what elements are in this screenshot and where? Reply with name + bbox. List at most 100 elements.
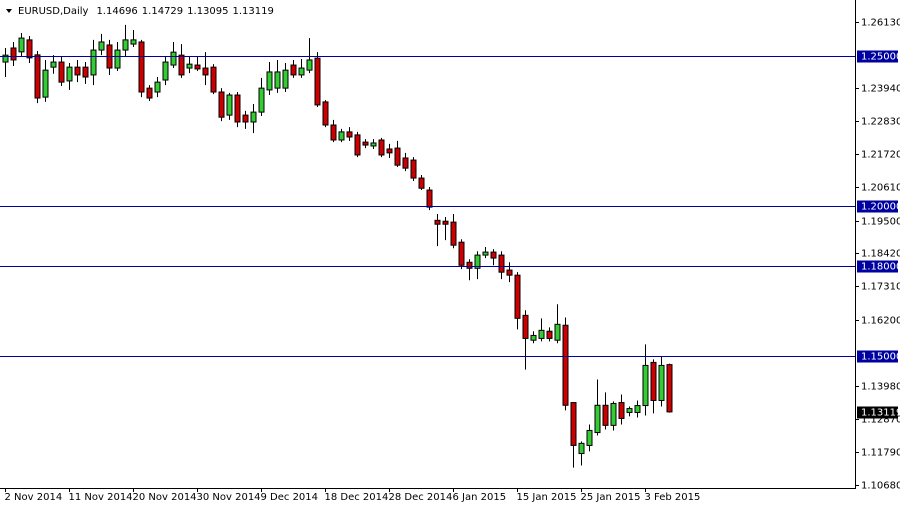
- candle-body: [74, 66, 81, 76]
- candle-body: [346, 131, 353, 138]
- candle-body: [498, 254, 505, 273]
- candle-body: [306, 59, 313, 71]
- candle-body: [394, 147, 401, 166]
- x-tick-label: 2 Nov 2014: [5, 492, 63, 503]
- candle-body: [186, 63, 193, 69]
- level-label-box: [857, 200, 898, 213]
- candle-body: [578, 442, 585, 455]
- candle-body: [122, 39, 129, 51]
- y-tick-label: 1.17310: [861, 282, 900, 293]
- x-tick-label: 15 Jan 2015: [517, 492, 577, 503]
- current-price-box: [857, 406, 898, 419]
- candle-body: [10, 47, 17, 61]
- candle-body: [586, 429, 593, 446]
- y-tick-label: 1.11790: [861, 448, 900, 459]
- candle-body: [138, 41, 145, 93]
- candle-body: [266, 71, 273, 91]
- candle-body: [98, 41, 105, 51]
- y-tick-label: 1.16200: [861, 316, 900, 327]
- candle-body: [82, 66, 89, 78]
- candle-body: [314, 57, 321, 106]
- candle-body: [42, 69, 49, 98]
- candle-body: [562, 324, 569, 406]
- ohlc-open: 1.14696: [96, 6, 137, 17]
- candle-body: [210, 66, 217, 93]
- candle-body: [642, 364, 649, 407]
- candle-body: [370, 142, 377, 147]
- x-tick-label: 28 Dec 2014: [389, 492, 453, 503]
- candle-body: [418, 177, 425, 189]
- candle-body: [250, 111, 257, 123]
- candle-body: [290, 64, 297, 76]
- candle-body: [514, 274, 521, 319]
- candle-body: [466, 261, 473, 269]
- candle-body: [570, 402, 577, 446]
- candle-body: [234, 94, 241, 123]
- symbol: EURUSD,Daily: [18, 6, 89, 17]
- candle-body: [434, 219, 441, 225]
- candle-body: [442, 220, 449, 225]
- candle-body: [282, 69, 289, 89]
- candle-body: [242, 114, 249, 123]
- candle-body: [162, 61, 169, 81]
- candle-body: [218, 91, 225, 118]
- chart-header: EURUSD,Daily 1.14696 1.14729 1.13095 1.13119: [18, 6, 274, 17]
- candle-body: [530, 334, 537, 341]
- y-tick-label: 1.21720: [861, 150, 900, 161]
- candle-body: [506, 269, 513, 276]
- candle-body: [482, 251, 489, 256]
- y-tick-label: 1.12870: [861, 415, 900, 426]
- candle-body: [90, 49, 97, 76]
- menu-arrow[interactable]: [6, 9, 12, 13]
- candle-body: [154, 81, 161, 93]
- candle-body: [634, 405, 641, 413]
- candle-body: [274, 71, 281, 89]
- candle-body: [402, 157, 409, 169]
- candle-body: [66, 66, 73, 82]
- candle-body: [386, 148, 393, 154]
- candle-body: [194, 64, 201, 70]
- candle-body: [522, 314, 529, 339]
- ohlc-high: 1.14729: [142, 6, 183, 17]
- candle-body: [626, 408, 633, 413]
- candle-body: [330, 124, 337, 141]
- y-tick-label: 1.18420: [861, 249, 900, 260]
- candle-body: [410, 159, 417, 179]
- candle-body: [602, 404, 609, 426]
- candle-body: [258, 87, 265, 113]
- x-tick-label: 9 Dec 2014: [261, 492, 319, 503]
- x-tick-label: 6 Jan 2015: [453, 492, 507, 503]
- candle-body: [50, 61, 57, 68]
- candle-body: [114, 49, 121, 69]
- candle-body: [658, 364, 665, 401]
- candle-body: [426, 189, 433, 208]
- candle-body: [354, 134, 361, 156]
- y-tick-label: 1.26130: [861, 18, 900, 29]
- candle-body: [18, 37, 25, 53]
- candle-body: [202, 67, 209, 76]
- candle-body: [666, 364, 673, 413]
- candle-body: [554, 323, 561, 341]
- x-tick-label: 30 Nov 2014: [197, 492, 261, 503]
- y-tick-label: 1.22830: [861, 117, 900, 128]
- ohlc-close: 1.13119: [233, 6, 274, 17]
- y-tick-label: 1.23940: [861, 84, 900, 95]
- candle-body: [226, 94, 233, 116]
- candle-body: [130, 39, 137, 45]
- candle-body: [322, 101, 329, 126]
- candle-body: [490, 251, 497, 259]
- candle-body: [178, 54, 185, 76]
- level-label: 1.25000: [861, 52, 900, 63]
- candle-body: [618, 402, 625, 419]
- candle-body: [474, 254, 481, 269]
- level-label-box: [857, 50, 898, 63]
- level-label-box: [857, 350, 898, 363]
- y-tick-label: 1.19500: [861, 217, 900, 228]
- level-label: 1.18000: [861, 262, 900, 273]
- x-tick-label: 25 Jan 2015: [581, 492, 641, 503]
- candle-body: [546, 330, 553, 339]
- candle-body: [378, 139, 385, 156]
- y-tick-label: 1.10680: [861, 481, 900, 492]
